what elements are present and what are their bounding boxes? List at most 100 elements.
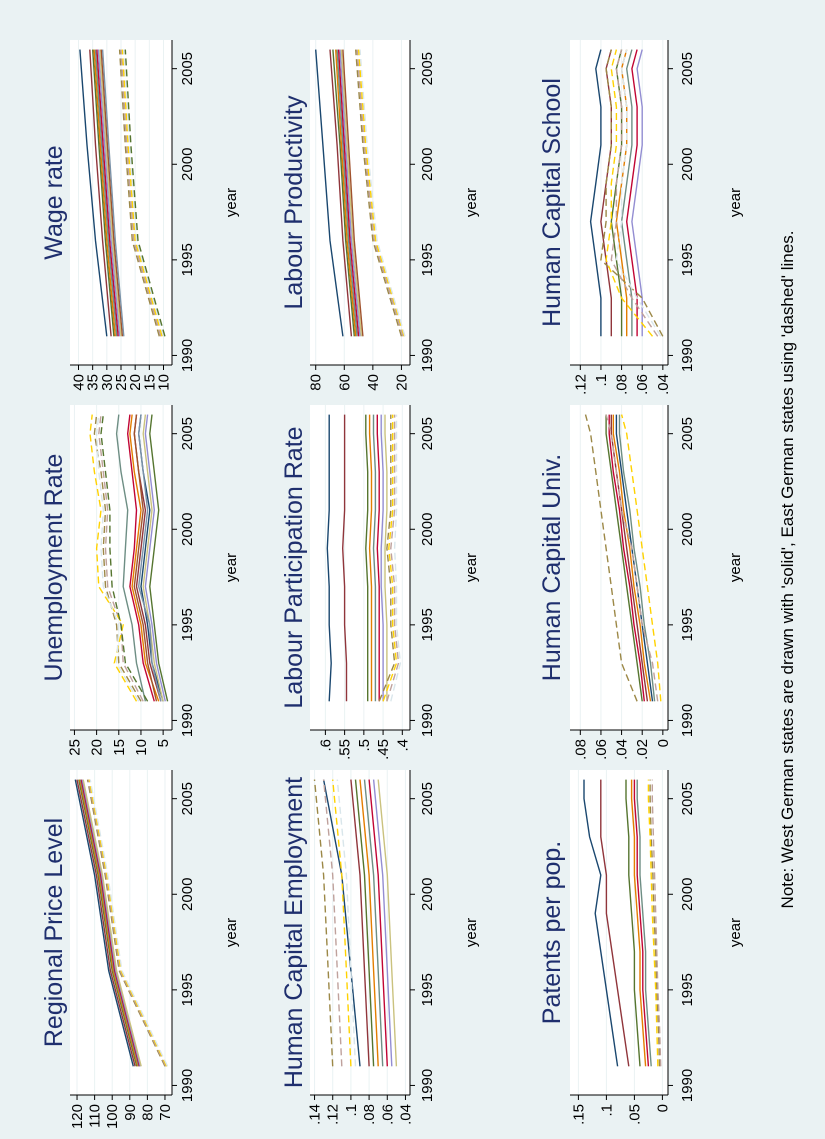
series-line-dashed [390, 414, 402, 702]
series-line-solid [630, 779, 647, 1067]
y-tick-label: .1 [593, 374, 610, 387]
series-line-dashed [649, 779, 661, 1067]
series-line-solid [337, 49, 360, 337]
series-line-solid [359, 779, 379, 1067]
series-line-solid [101, 49, 125, 337]
y-tick-label: .08 [614, 374, 631, 395]
series-line-solid [368, 414, 373, 702]
series-line-solid [605, 414, 643, 702]
series-line-dashed [357, 49, 405, 337]
series-line-solid [80, 779, 141, 1067]
series-line-dashed [336, 779, 357, 1067]
series-line-solid [625, 49, 638, 337]
series-line-dashed [382, 414, 398, 702]
y-tick-label: 120 [69, 1104, 86, 1129]
panel-4: Labour Productivity 20 40 60 80 1990 1995 2000 2… [280, 40, 480, 391]
x-axis-label: year [463, 918, 480, 947]
series-line-solid [96, 49, 119, 337]
x-tick-label: 2005 [419, 52, 436, 85]
y-tick-label: .5 [356, 739, 373, 752]
y-tick-label: 10 [133, 739, 150, 756]
x-tick-label: 2005 [179, 52, 196, 85]
y-tick-label: 20 [393, 374, 410, 391]
x-tick-label: 1990 [179, 704, 196, 737]
series-line-solid [363, 779, 384, 1067]
series-line-dashed [322, 779, 343, 1067]
panel-title: Labour Productivity [280, 95, 308, 310]
series-line-solid [608, 414, 645, 702]
series-line-dashed [651, 779, 662, 1067]
series-line-solid [631, 49, 643, 337]
y-tick-label: 0 [655, 739, 672, 747]
y-tick-label: 90 [122, 1104, 139, 1121]
y-tick-label: .05 [626, 1104, 643, 1125]
y-tick-label: .1 [343, 1104, 360, 1117]
panel-title: Human Capital Employment [280, 777, 308, 1088]
series-line-solid [315, 49, 344, 337]
x-tick-label: 2000 [679, 878, 696, 911]
y-tick-label: .45 [375, 739, 392, 760]
series-line-solid [332, 49, 355, 337]
y-tick-label: .06 [634, 374, 651, 395]
y-tick-label: .1 [598, 1104, 615, 1117]
series-line-solid [133, 414, 158, 702]
series-line-solid [82, 779, 142, 1067]
series-line-dashed [584, 414, 638, 702]
series-line-solid [79, 779, 139, 1067]
y-tick-label: 70 [157, 1104, 174, 1121]
series-line-solid [89, 49, 112, 337]
series-line-solid [339, 49, 361, 337]
y-tick-label: 25 [113, 374, 130, 391]
x-tick-label: 1990 [419, 339, 436, 372]
panels-group: Wage rate101520253035401990199520002005y… [40, 40, 744, 1129]
series-line-solid [372, 779, 393, 1067]
y-tick-label: 20 [127, 374, 144, 391]
x-tick-label: 2005 [679, 417, 696, 450]
series-line-dashed [647, 779, 659, 1067]
series-line-dashed [87, 779, 167, 1067]
series-line-dashed [118, 49, 160, 337]
series-line-solid [144, 414, 166, 702]
panel-title: Human Capital Univ. [538, 454, 566, 681]
series-line-dashed [121, 49, 163, 337]
x-axis-label: year [463, 553, 480, 582]
x-tick-label: 2005 [419, 782, 436, 815]
x-tick-label: 2000 [679, 148, 696, 181]
x-axis-label: year [223, 188, 240, 217]
x-tick-label: 2005 [419, 417, 436, 450]
series-line-dashed [93, 414, 142, 702]
x-tick-label: 1995 [679, 243, 696, 276]
panel-6: Human Capital Employment .04.06.08.1.12.1… [280, 770, 480, 1125]
series-line-solid [633, 779, 650, 1067]
series-line-solid [74, 779, 134, 1067]
series-line-solid [589, 49, 602, 337]
series-line-dashed [123, 49, 165, 337]
series-line-solid [600, 779, 630, 1067]
series-line-solid [625, 779, 641, 1067]
x-tick-label: 1995 [179, 608, 196, 641]
panel-title: Regional Price Level [40, 818, 68, 1047]
series-line-dashed [356, 49, 404, 337]
x-tick-label: 1995 [179, 973, 196, 1006]
y-tick-label: 30 [99, 374, 116, 391]
series-line-solid [79, 49, 108, 337]
y-tick-label: 15 [141, 374, 158, 391]
x-tick-label: 1990 [179, 339, 196, 372]
y-tick-label: .06 [379, 1104, 396, 1125]
series-line-dashed [610, 49, 659, 337]
series-line-dashed [600, 49, 664, 337]
y-tick-label: 5 [155, 739, 172, 747]
y-tick-label: .55 [337, 739, 354, 760]
series-line-solid [372, 414, 377, 702]
x-axis-label: year [223, 918, 240, 947]
x-tick-label: 2005 [679, 52, 696, 85]
x-tick-label: 2000 [419, 878, 436, 911]
series-line-solid [137, 414, 162, 702]
series-line-dashed [355, 49, 403, 337]
series-line-solid [149, 414, 169, 702]
series-line-dashed [98, 414, 144, 702]
series-line-dashed [86, 779, 166, 1067]
series-line-solid [326, 414, 332, 702]
series-line-solid [336, 49, 358, 337]
